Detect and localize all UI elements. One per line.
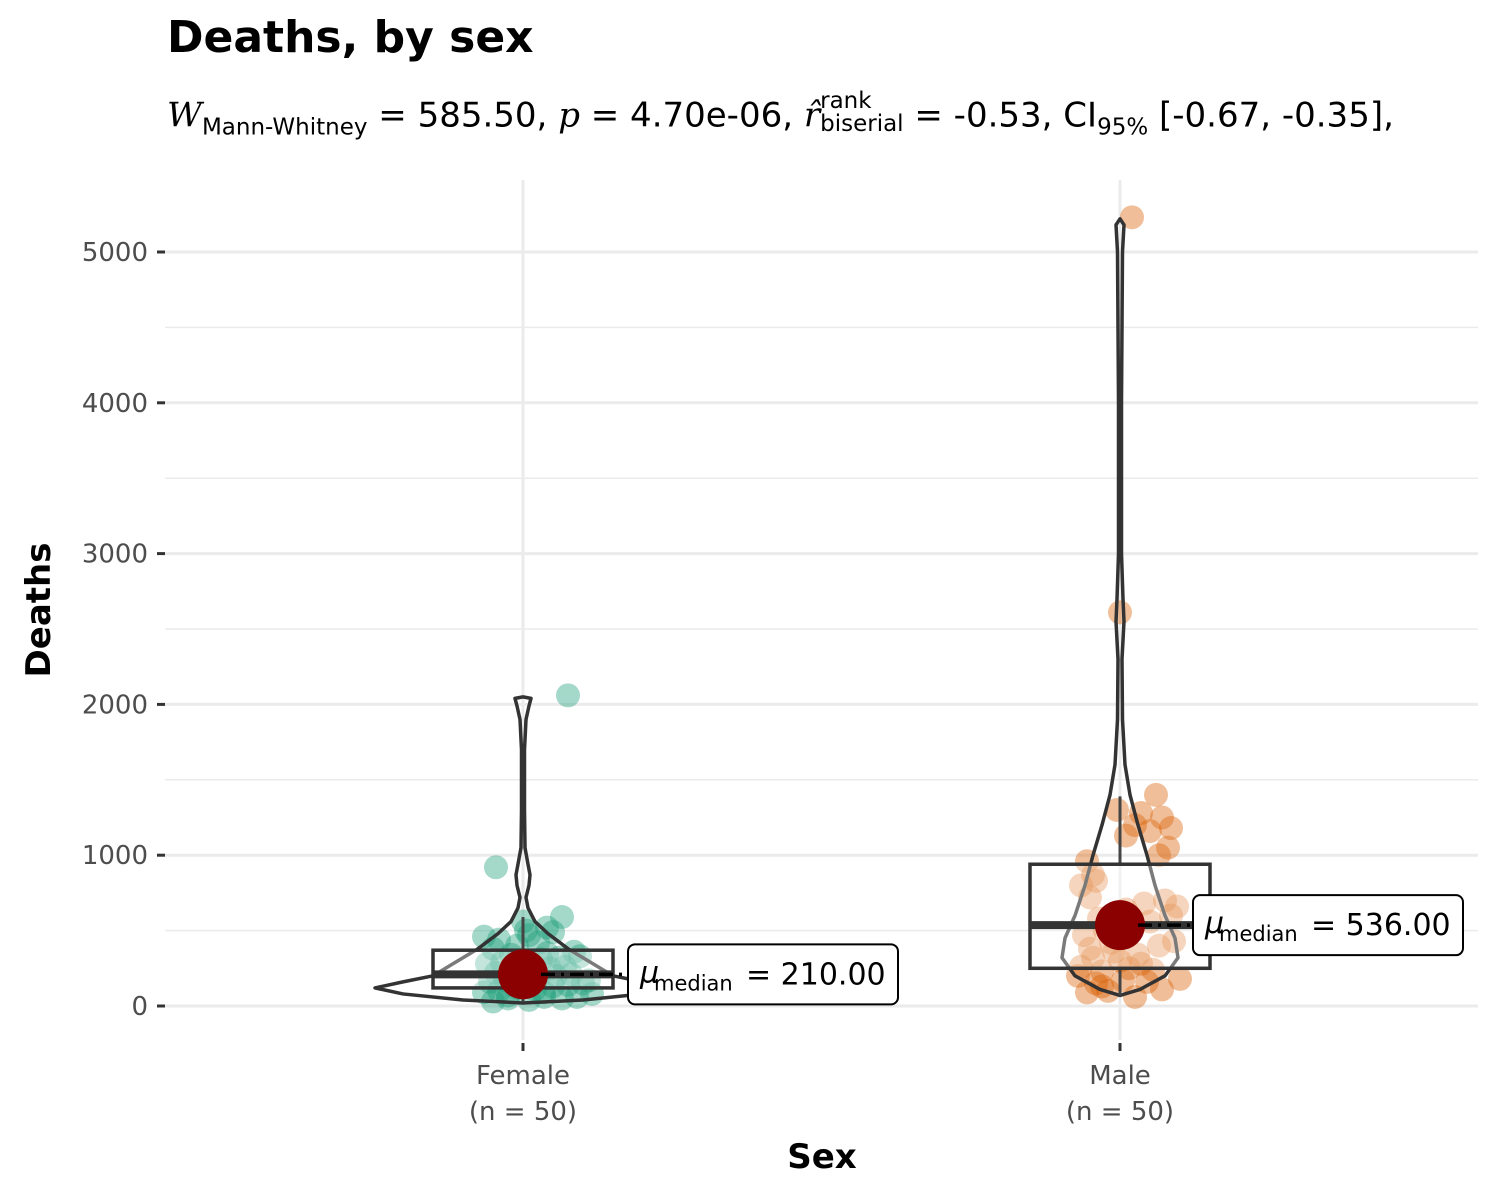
x-tick-label: Male xyxy=(1089,1061,1151,1091)
p-value: = 4.70e-06, xyxy=(590,95,794,136)
y-tick-label: 3000 xyxy=(82,540,148,570)
data-point xyxy=(1108,600,1132,625)
data-point xyxy=(556,683,580,708)
data-point xyxy=(1150,805,1174,830)
r-superscript: rank xyxy=(820,88,872,114)
chart-subtitle: WMann-Whitney = 585.50, p = 4.70e-06, r̂… xyxy=(167,90,1394,141)
y-tick-label: 1000 xyxy=(82,841,148,871)
data-point xyxy=(541,920,565,945)
data-point xyxy=(1105,797,1129,822)
w-symbol: W xyxy=(167,95,202,136)
median-symbol: μ xyxy=(639,955,659,990)
data-point xyxy=(1156,835,1180,860)
data-point xyxy=(1150,977,1174,1002)
data-point xyxy=(514,918,538,943)
data-point xyxy=(1138,819,1162,844)
y-tick-label: 4000 xyxy=(82,389,148,419)
y-axis: 0 1000 2000 3000 4000 5000 xyxy=(82,238,165,1022)
chart-title: Deaths, by sex xyxy=(167,12,534,63)
data-point xyxy=(535,915,559,940)
x-axis: Female (n = 50) Male (n = 50) xyxy=(469,1043,1174,1127)
median-value: = 536.00 xyxy=(1311,908,1451,943)
p-symbol: p xyxy=(558,95,580,136)
y-tick-label: 5000 xyxy=(82,238,148,268)
data-point xyxy=(1144,782,1168,807)
data-point xyxy=(556,972,580,997)
y-axis-title: Deaths xyxy=(19,543,59,678)
data-point xyxy=(1147,933,1171,958)
ci-subscript: 95% xyxy=(1097,114,1149,141)
data-point xyxy=(1084,868,1108,893)
ci-symbol: CI xyxy=(1063,95,1098,136)
x-tick-count: (n = 50) xyxy=(469,1097,577,1127)
y-tick-label: 2000 xyxy=(82,690,148,720)
median-label-box xyxy=(627,943,899,1006)
w-value: = 585.50, xyxy=(378,95,548,136)
data-point xyxy=(550,905,574,930)
violin xyxy=(1060,217,1180,998)
median-subscript: median xyxy=(1219,922,1298,946)
w-subscript: Mann-Whitney xyxy=(201,114,368,141)
data-point xyxy=(475,951,499,976)
median-symbol: μ xyxy=(1204,906,1224,941)
data-point xyxy=(487,927,511,952)
data-point xyxy=(1111,968,1135,993)
r-subscript: biserial xyxy=(820,111,904,137)
data-point xyxy=(1159,816,1183,841)
data-point xyxy=(1126,942,1150,967)
median-point xyxy=(498,949,548,1000)
median-value: = 210.00 xyxy=(746,957,886,992)
x-axis-title: Sex xyxy=(787,1137,857,1177)
data-point xyxy=(1090,959,1114,984)
data-point xyxy=(484,855,508,880)
r-symbol: r̂ xyxy=(803,95,821,136)
median-label-box xyxy=(1192,894,1464,957)
r-value: = -0.53, xyxy=(914,95,1053,136)
x-tick-label: Female xyxy=(476,1061,570,1091)
data-point xyxy=(1120,205,1144,230)
y-tick-label: 0 xyxy=(131,992,148,1022)
data-point xyxy=(565,984,589,1009)
data-point xyxy=(1168,966,1192,991)
median-point xyxy=(1095,900,1145,951)
data-point xyxy=(1147,843,1171,868)
median-subscript: median xyxy=(654,971,733,995)
data-point xyxy=(1081,945,1105,970)
ci-value: [-0.67, -0.35], xyxy=(1159,95,1394,136)
data-point xyxy=(1165,894,1189,919)
data-point xyxy=(472,924,496,949)
data-point xyxy=(1078,936,1102,961)
grid-lines xyxy=(165,180,1478,1040)
data-point xyxy=(550,986,574,1011)
x-tick-count: (n = 50) xyxy=(1066,1097,1174,1127)
